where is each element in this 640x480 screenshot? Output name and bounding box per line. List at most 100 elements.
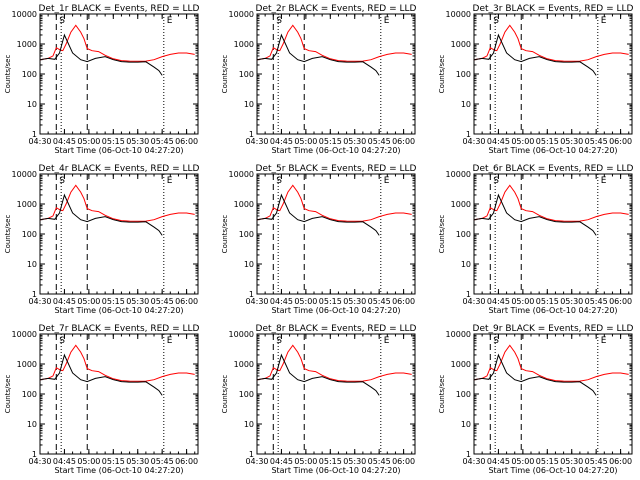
chart-title: Det_8r BLACK = Events, RED = LLD — [256, 324, 417, 334]
x-tick-label: 04:45 — [270, 457, 293, 466]
y-axis-label: Counts/sec — [438, 215, 446, 254]
x-tick-label: 04:45 — [270, 297, 293, 306]
x-tick-label: 05:30 — [126, 297, 149, 306]
x-tick-label: 04:45 — [53, 457, 76, 466]
chart-panel: Det_3r BLACK = Events, RED = LLD 1 10 100 10… — [438, 4, 634, 155]
y-tick-label: 1 — [466, 130, 471, 139]
x-tick-label: 04:45 — [270, 137, 293, 146]
x-tick-label: 05:00 — [511, 297, 534, 306]
y-tick-label: 1 — [466, 450, 471, 459]
y-tick-label: 1000 — [451, 360, 471, 369]
x-tick-label: 05:45 — [151, 297, 174, 306]
plot-frame — [473, 333, 633, 455]
x-tick-label: 06:00 — [609, 137, 632, 146]
y-tick-label: 100 — [456, 230, 471, 239]
lld-series-line — [39, 24, 195, 62]
y-tick-label: 100 — [456, 70, 471, 79]
x-axis-label: Start Time (06-Oct-10 04:27:20) — [54, 466, 183, 475]
lld-series-line — [256, 24, 412, 62]
plot-frame — [256, 13, 416, 135]
x-tick-label: 05:00 — [511, 137, 534, 146]
y-tick-label: 1 — [249, 290, 254, 299]
y-tick-label: 1 — [32, 130, 37, 139]
y-tick-label: 10 — [461, 260, 471, 269]
x-tick-label: 05:45 — [585, 137, 608, 146]
y-tick-label: 1000 — [234, 360, 254, 369]
x-tick-label: 04:30 — [28, 457, 51, 466]
x-axis-label: Start Time (06-Oct-10 04:27:20) — [271, 306, 400, 315]
x-tick-label: 05:45 — [585, 297, 608, 306]
x-tick-label: 06:00 — [175, 457, 198, 466]
y-tick-label: 1000 — [234, 200, 254, 209]
x-axis-label: Start Time (06-Oct-10 04:27:20) — [271, 466, 400, 475]
x-tick-label: 04:45 — [487, 297, 510, 306]
x-tick-label: 06:00 — [609, 457, 632, 466]
y-tick-label: 10 — [244, 260, 254, 269]
chart-panel: Det_6r BLACK = Events, RED = LLD 1 10 100 10… — [438, 164, 634, 315]
start-marker-label: S — [276, 336, 282, 346]
x-tick-label: 05:00 — [294, 297, 317, 306]
x-tick-label: 06:00 — [609, 297, 632, 306]
plot-frame — [256, 173, 416, 295]
x-tick-label: 05:30 — [343, 297, 366, 306]
x-tick-label: 05:30 — [126, 457, 149, 466]
y-tick-label: 100 — [22, 390, 37, 399]
chart-panel: Det_1r BLACK = Events, RED = LLD 1 10 100 10… — [4, 4, 200, 155]
y-tick-label: 10000 — [446, 330, 471, 339]
x-tick-label: 06:00 — [175, 137, 198, 146]
start-marker-label: S — [276, 176, 282, 186]
start-marker-label: S — [493, 176, 499, 186]
chart-title: Det_9r BLACK = Events, RED = LLD — [473, 324, 634, 334]
events-series-line — [256, 353, 380, 396]
x-tick-label: 04:45 — [487, 137, 510, 146]
x-tick-label: 05:00 — [77, 297, 100, 306]
lld-series-line — [39, 344, 195, 382]
x-axis-label: Start Time (06-Oct-10 04:27:20) — [488, 466, 617, 475]
y-tick-label: 1000 — [451, 40, 471, 49]
start-marker-label: S — [59, 336, 65, 346]
y-axis-label: Counts/sec — [4, 375, 12, 414]
x-tick-label: 05:15 — [319, 297, 342, 306]
y-tick-label: 1 — [32, 290, 37, 299]
start-marker-label: S — [276, 16, 282, 26]
y-axis-label: Counts/sec — [221, 375, 229, 414]
y-tick-label: 100 — [239, 230, 254, 239]
end-marker-label: E — [167, 176, 173, 186]
x-axis-label: Start Time (06-Oct-10 04:27:20) — [488, 306, 617, 315]
end-marker-label: E — [384, 176, 390, 186]
x-tick-label: 06:00 — [392, 137, 415, 146]
y-tick-label: 1000 — [234, 40, 254, 49]
y-tick-label: 10000 — [229, 330, 254, 339]
x-tick-label: 05:15 — [536, 137, 559, 146]
chart-title: Det_6r BLACK = Events, RED = LLD — [473, 164, 634, 174]
plot-frame — [473, 13, 633, 135]
events-series-line — [39, 353, 163, 396]
start-marker-label: S — [59, 176, 65, 186]
events-series-line — [39, 33, 163, 76]
y-tick-label: 10 — [27, 420, 37, 429]
lld-series-line — [473, 344, 629, 382]
chart-title: Det_4r BLACK = Events, RED = LLD — [39, 164, 200, 174]
y-tick-label: 10000 — [229, 170, 254, 179]
lld-series-line — [473, 184, 629, 222]
x-tick-label: 05:15 — [102, 457, 125, 466]
y-tick-label: 1 — [466, 290, 471, 299]
y-tick-label: 10 — [244, 420, 254, 429]
events-series-line — [256, 193, 380, 236]
end-marker-label: E — [601, 16, 607, 26]
y-tick-label: 10 — [461, 100, 471, 109]
x-tick-label: 04:30 — [245, 457, 268, 466]
x-axis-label: Start Time (06-Oct-10 04:27:20) — [271, 146, 400, 155]
x-tick-label: 05:15 — [536, 457, 559, 466]
x-tick-label: 06:00 — [175, 297, 198, 306]
x-tick-label: 05:15 — [102, 137, 125, 146]
end-marker-label: E — [384, 16, 390, 26]
x-tick-label: 05:30 — [560, 137, 583, 146]
end-marker-label: E — [384, 336, 390, 346]
events-series-line — [473, 193, 597, 236]
x-tick-label: 05:30 — [343, 137, 366, 146]
y-tick-label: 100 — [22, 230, 37, 239]
x-tick-label: 05:30 — [126, 137, 149, 146]
y-axis-label: Counts/sec — [4, 55, 12, 94]
x-tick-label: 04:30 — [245, 137, 268, 146]
